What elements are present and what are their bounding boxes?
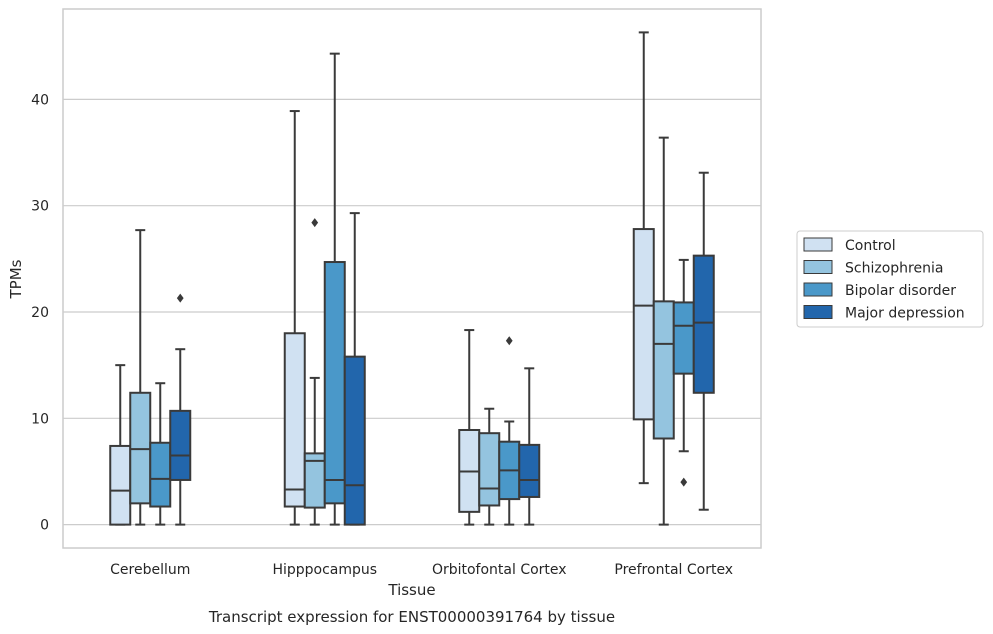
box-body	[672, 301, 695, 375]
outlier-marker	[311, 218, 319, 228]
box-body	[149, 441, 172, 508]
x-tick-label: Orbitofontal Cortex	[432, 562, 567, 578]
legend-frame	[796, 230, 984, 328]
legend-label: Control	[845, 238, 896, 254]
legend: Control Schizophrenia Bipolar disorder Majo…	[796, 230, 984, 328]
legend-swatch	[803, 305, 833, 319]
legend-swatch	[803, 237, 833, 252]
plot-frame	[62, 8, 762, 549]
box-major-depression	[343, 212, 366, 526]
box-body	[129, 391, 152, 505]
box-body	[323, 261, 346, 505]
legend-label: Major depression	[845, 306, 965, 322]
x-tick-label: Cerebellum	[110, 562, 190, 578]
box-schizophrenia	[303, 218, 326, 526]
y-tick-labels: 0 10 20 30 40	[31, 92, 49, 533]
box-body	[283, 332, 306, 508]
legend-swatch	[803, 282, 833, 297]
x-axis-label: Tissue	[387, 581, 435, 599]
outlier-marker	[680, 477, 688, 487]
box-body	[518, 443, 541, 498]
box-schizophrenia	[129, 229, 152, 526]
y-tick-label: 30	[31, 199, 49, 215]
outlier-marker	[176, 293, 184, 303]
box-bipolar-disorder	[323, 52, 346, 526]
box-bipolar-disorder	[149, 382, 172, 526]
boxes	[109, 31, 715, 526]
box-control	[458, 329, 481, 526]
box-bipolar-disorder	[672, 258, 695, 487]
box-body	[632, 228, 655, 421]
box-body	[169, 409, 192, 481]
box-body	[692, 254, 715, 394]
box-body	[343, 355, 366, 526]
x-tick-label: Hipppocampus	[272, 562, 377, 578]
chart-caption: Transcript expression for ENST0000039176…	[208, 608, 615, 626]
outlier-marker	[505, 336, 513, 346]
box-control	[109, 364, 132, 526]
box-major-depression	[169, 293, 192, 526]
legend-label: Schizophrenia	[845, 261, 943, 277]
box-major-depression	[692, 171, 715, 511]
box-control	[283, 110, 306, 526]
legend-swatch	[803, 260, 833, 274]
y-axis-label: TPMs	[7, 259, 25, 299]
box-body	[478, 432, 501, 507]
y-tick-label: 20	[31, 305, 49, 321]
box-body	[109, 444, 132, 526]
box-body	[652, 300, 675, 440]
box-schizophrenia	[652, 136, 675, 526]
y-tick-label: 0	[40, 518, 49, 534]
y-tick-label: 40	[31, 92, 49, 108]
box-bipolar-disorder	[498, 336, 521, 526]
box-schizophrenia	[478, 407, 501, 526]
legend-label: Bipolar disorder	[845, 283, 956, 299]
y-tick-label: 10	[31, 411, 49, 427]
box-major-depression	[518, 367, 541, 526]
x-tick-labels: Cerebellum Hipppocampus Orbitofontal Corte…	[110, 562, 733, 578]
box-control	[632, 31, 655, 485]
x-tick-label: Prefrontal Cortex	[614, 562, 733, 578]
